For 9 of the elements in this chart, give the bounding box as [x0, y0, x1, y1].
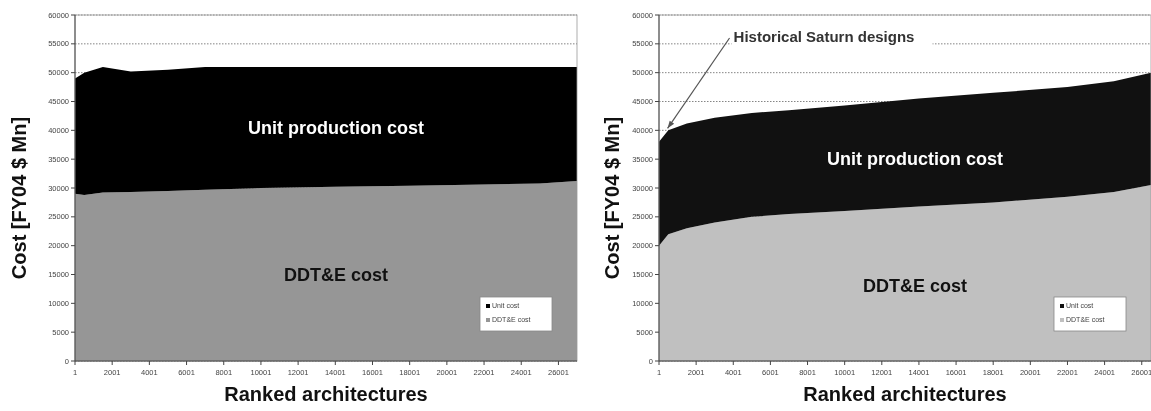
- annotation: Historical Saturn designs: [733, 28, 915, 45]
- y-axis-title: Cost [FY04 $ Mn]: [601, 116, 623, 280]
- x-axis-title: Ranked architectures: [224, 383, 428, 405]
- x-axis-title: Ranked architectures: [803, 383, 1007, 405]
- annotation: DDT&E cost: [283, 264, 389, 285]
- y-axis-title: Cost [FY04 $ Mn]: [8, 116, 30, 280]
- annotation: Unit production cost: [827, 148, 1003, 169]
- annotation: Unit production cost: [248, 117, 424, 138]
- annotation: DDT&E cost: [862, 276, 968, 297]
